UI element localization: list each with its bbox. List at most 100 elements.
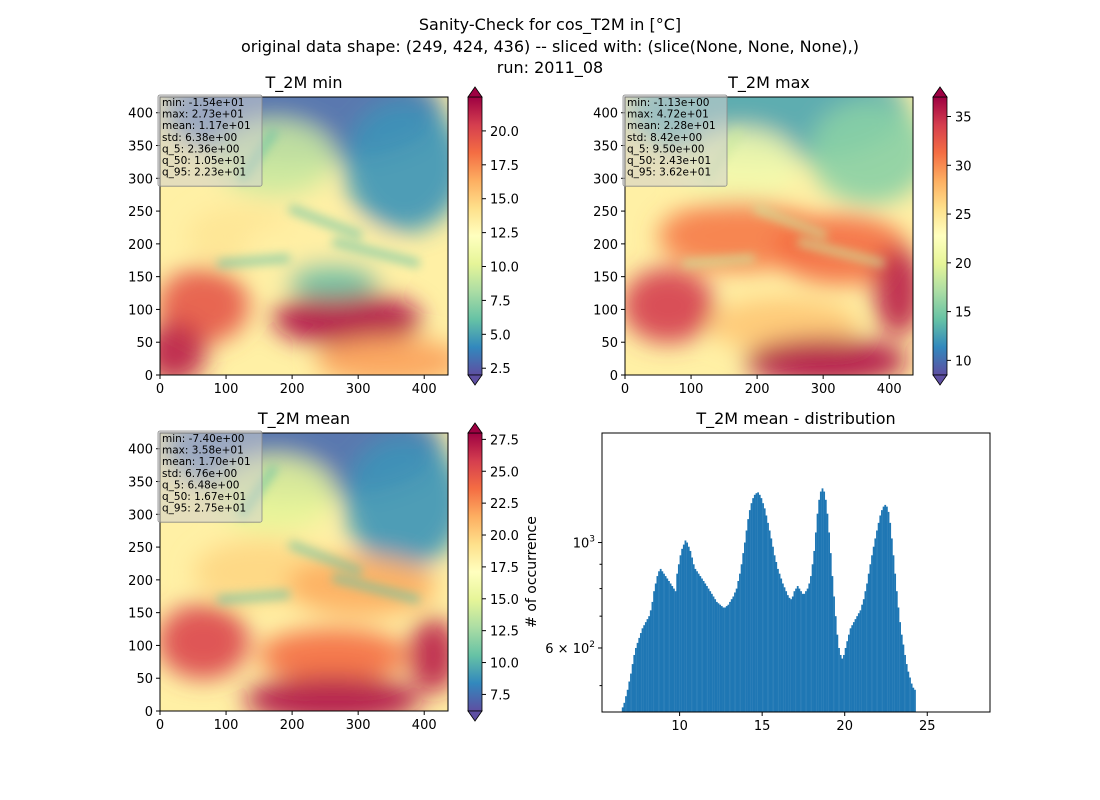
histogram-bar bbox=[824, 499, 827, 712]
colorbar-extend-min bbox=[932, 374, 948, 386]
colorbar-tick-label: 7.5 bbox=[490, 294, 511, 309]
histogram-bar bbox=[885, 506, 888, 712]
y-tick-label: 400 bbox=[128, 443, 153, 458]
histogram-bar bbox=[684, 540, 687, 712]
y-tick-label: 100 bbox=[593, 303, 618, 318]
heatmap-blob bbox=[344, 436, 448, 569]
panel-title: T_2M min bbox=[264, 73, 342, 93]
stats-line: std: 8.42e+00 bbox=[627, 132, 702, 144]
plot-frame bbox=[159, 432, 449, 712]
histogram-bar bbox=[800, 591, 802, 712]
colorbar-tick-label: 25.0 bbox=[490, 465, 519, 480]
heatmap-image bbox=[159, 96, 449, 376]
histogram-bar bbox=[734, 592, 736, 712]
histogram-bar bbox=[867, 573, 870, 712]
colorbar-tick-label: 17.5 bbox=[490, 561, 519, 576]
histogram-bar bbox=[887, 511, 890, 712]
histogram-bar bbox=[720, 606, 723, 712]
colorbar-tick-label: 22.5 bbox=[490, 497, 519, 512]
histogram-bar bbox=[735, 588, 738, 712]
histogram-bar bbox=[696, 571, 698, 712]
y-axis: 0 50 100 150 200 250 300 350 400 bbox=[128, 443, 160, 720]
histogram-bar bbox=[904, 654, 906, 712]
histogram-bar bbox=[814, 532, 817, 712]
plot-frame bbox=[601, 432, 991, 713]
histogram-bar bbox=[914, 689, 916, 712]
heatmap-blob bbox=[744, 337, 909, 375]
histogram-bar bbox=[635, 647, 637, 712]
histogram-bar bbox=[872, 546, 875, 712]
stats-line: mean: 1.70e+01 bbox=[162, 456, 251, 468]
histogram-bar bbox=[623, 702, 626, 712]
stats-line: q_5: 6.48e+00 bbox=[162, 479, 239, 491]
heatmap-ridge bbox=[753, 204, 829, 240]
x-axis: 10 15 20 25 bbox=[671, 712, 936, 734]
histogram-bar bbox=[843, 654, 845, 712]
histogram-bar bbox=[791, 596, 794, 712]
histogram-bar bbox=[676, 573, 679, 712]
histogram-bar bbox=[902, 644, 905, 712]
histogram-bar bbox=[630, 673, 632, 712]
y-tick-label: 50 bbox=[136, 672, 153, 687]
heatmap-blob bbox=[344, 100, 448, 233]
histogram-bar bbox=[682, 544, 685, 712]
histogram-bar bbox=[724, 607, 726, 712]
heatmap-ridge bbox=[331, 573, 421, 604]
colorbar: 7.5 10.0 12.5 15.0 17.5 20.0 22.5 25.0 27.5 bbox=[467, 422, 519, 722]
histogram-bar bbox=[643, 625, 646, 712]
histogram-bar bbox=[702, 580, 705, 712]
x-tick-label: 15 bbox=[754, 719, 771, 734]
histogram-bar bbox=[737, 580, 740, 712]
histogram-bar bbox=[770, 538, 773, 712]
histogram-bar bbox=[689, 550, 692, 712]
histogram-bar bbox=[677, 564, 680, 712]
histogram-bar bbox=[775, 562, 778, 712]
colorbar-tick-label: 20.0 bbox=[490, 529, 519, 544]
y-tick-label: 0 bbox=[610, 369, 618, 384]
y-tick-label: 150 bbox=[593, 271, 618, 286]
y-tick-label: 0 bbox=[145, 369, 153, 384]
heatmap-ridge bbox=[796, 237, 886, 268]
histogram-bar bbox=[699, 576, 702, 712]
histogram-bar bbox=[659, 568, 662, 712]
y-tick-label: 100 bbox=[128, 639, 153, 654]
x-tick-label: 25 bbox=[919, 719, 936, 734]
x-tick-label: 200 bbox=[280, 382, 305, 397]
histogram-bar bbox=[626, 689, 629, 712]
x-tick-label: 300 bbox=[346, 382, 371, 397]
colorbar-tick-label: 10.0 bbox=[490, 657, 519, 672]
stats-line: q_50: 1.67e+01 bbox=[162, 491, 246, 503]
histogram-bar bbox=[621, 707, 624, 712]
histogram-bar bbox=[781, 583, 784, 712]
histogram-bar bbox=[857, 613, 860, 712]
histogram-bar bbox=[786, 595, 789, 712]
x-tick-label: 0 bbox=[156, 718, 164, 733]
histogram-bar bbox=[758, 494, 761, 712]
histogram-bar bbox=[859, 610, 862, 712]
histogram-bar bbox=[866, 583, 868, 712]
histogram-bar bbox=[869, 564, 872, 712]
histogram-bar bbox=[790, 599, 793, 712]
stats-line: q_5: 9.50e+00 bbox=[627, 143, 704, 155]
stats-line: std: 6.76e+00 bbox=[162, 468, 237, 480]
heatmap-blob bbox=[315, 337, 448, 375]
histogram-bar bbox=[707, 588, 710, 712]
stats-box-background bbox=[157, 94, 263, 187]
y-tick-label: 150 bbox=[128, 271, 153, 286]
plot-frame bbox=[159, 96, 449, 376]
histogram-bar bbox=[715, 601, 718, 712]
histogram-bar bbox=[669, 583, 672, 712]
stats-box-background bbox=[157, 430, 263, 523]
histogram-bar bbox=[709, 591, 712, 712]
histogram-bar bbox=[810, 576, 812, 712]
histogram-bar bbox=[729, 601, 731, 712]
histogram-bar bbox=[644, 622, 647, 712]
histogram-bars bbox=[621, 488, 916, 712]
stats-line: max: 2.73e+01 bbox=[162, 109, 244, 121]
y-tick-label: 400 bbox=[128, 107, 153, 122]
y-tick-label: 300 bbox=[128, 508, 153, 523]
histogram-bar bbox=[664, 576, 667, 712]
histogram-bar bbox=[780, 578, 783, 712]
y-tick-label: 50 bbox=[136, 336, 153, 351]
